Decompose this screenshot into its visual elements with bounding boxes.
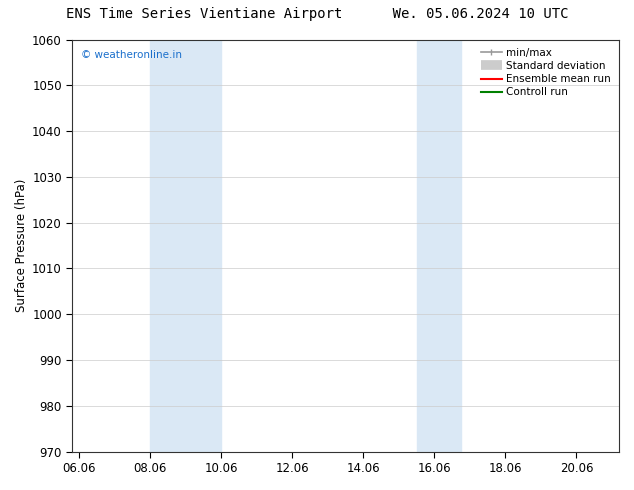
Legend: min/max, Standard deviation, Ensemble mean run, Controll run: min/max, Standard deviation, Ensemble me…: [478, 45, 614, 100]
Text: © weatheronline.in: © weatheronline.in: [81, 50, 181, 60]
Bar: [150, 40, 221, 452]
Bar: [417, 40, 461, 452]
Y-axis label: Surface Pressure (hPa): Surface Pressure (hPa): [15, 179, 28, 312]
Text: ENS Time Series Vientiane Airport      We. 05.06.2024 10 UTC: ENS Time Series Vientiane Airport We. 05…: [66, 7, 568, 22]
